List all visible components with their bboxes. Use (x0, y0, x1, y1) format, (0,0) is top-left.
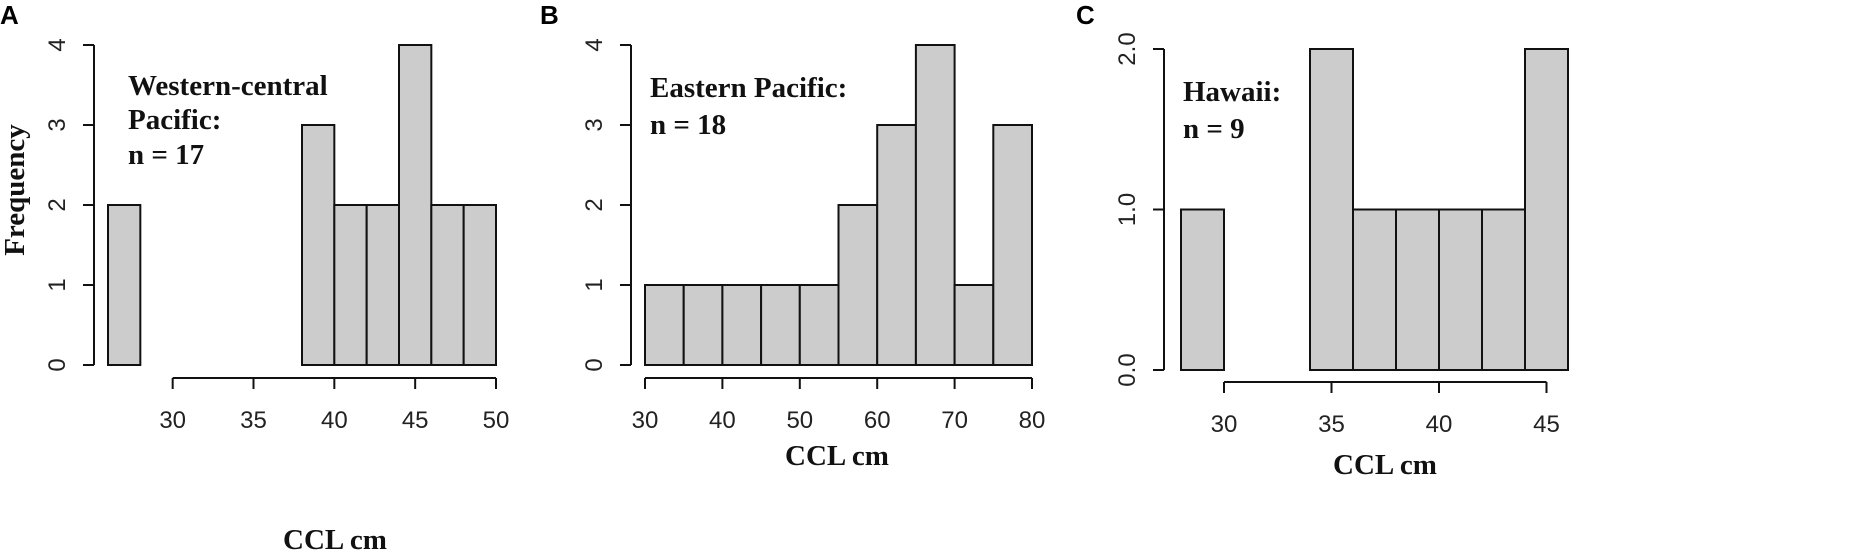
y-tick-label: 0.0 (1114, 353, 1141, 386)
bar (365, 204, 400, 366)
bar (1524, 48, 1569, 371)
bar (1352, 208, 1397, 371)
bar (107, 204, 142, 366)
bar (1395, 208, 1440, 371)
x-tick-label: 40 (1426, 411, 1453, 438)
annotation-c: Hawaii: n = 9 (1183, 76, 1281, 145)
y-tick-label: 1 (581, 278, 608, 291)
bar (682, 284, 724, 366)
annotation-c-line-1: Hawaii: (1183, 76, 1281, 108)
bar (644, 284, 685, 366)
bar (721, 284, 763, 366)
y-axis-title-a: Frequency (0, 124, 31, 256)
x-tick-label: 35 (240, 407, 267, 434)
bar (301, 124, 336, 366)
panel-b: B CCL cm Eastern Pacific: n = 18 30 40 50 6… (540, 0, 1045, 472)
x-tick-label: 45 (402, 407, 429, 434)
y-tick-label: 4 (44, 38, 71, 51)
y-axis-a: 0 1 2 3 4 (44, 38, 95, 372)
y-axis-c: 0.0 1.0 2.0 (1114, 32, 1165, 387)
bar (1481, 208, 1526, 371)
bars-b (644, 44, 1033, 366)
y-tick-label: 2 (44, 198, 71, 211)
x-tick-label: 50 (786, 407, 813, 434)
annotation-c-line-2: n = 9 (1183, 113, 1245, 145)
bars-c (1180, 48, 1569, 371)
bar (798, 284, 840, 366)
y-tick-label: 2 (581, 198, 608, 211)
x-tick-label: 30 (159, 407, 186, 434)
panel-c: C CCL cm Hawaii: n = 9 30 35 40 45 0.0 1.0 2.0 (1076, 0, 1569, 481)
annotation-b-line-2: n = 18 (650, 109, 726, 141)
bar (333, 204, 368, 366)
bar (876, 124, 917, 366)
panel-letter-c: C (1076, 0, 1095, 30)
annotation-a-line-2: Pacific: (128, 104, 221, 136)
x-axis-a: 30 35 40 45 50 (159, 377, 510, 434)
y-tick-label: 1 (44, 278, 71, 291)
panel-letter-b: B (540, 0, 559, 30)
x-axis-b: 30 40 50 60 70 80 (632, 377, 1046, 434)
x-tick-label: 60 (864, 407, 891, 434)
x-tick-label: 70 (941, 407, 968, 434)
y-tick-label: 3 (581, 118, 608, 131)
bar (430, 204, 465, 366)
y-tick-label: 0 (44, 358, 71, 371)
bar (1180, 208, 1225, 371)
x-tick-label: 35 (1318, 411, 1345, 438)
annotation-a-line-1: Western-central (128, 70, 328, 102)
bar (914, 44, 956, 366)
annotation-a-line-3: n = 17 (128, 139, 204, 171)
bar (1309, 48, 1354, 371)
x-axis-c: 30 35 40 45 (1211, 381, 1560, 438)
panel-letter-a: A (0, 0, 19, 30)
bar (837, 204, 879, 366)
x-tick-label: 40 (709, 407, 736, 434)
bar (992, 124, 1033, 366)
x-tick-label: 45 (1533, 411, 1560, 438)
y-axis-b: 0 1 2 3 4 (581, 38, 632, 372)
bar (462, 204, 497, 366)
bar (1438, 208, 1483, 371)
x-axis-title-b: CCL cm (785, 440, 889, 472)
x-tick-label: 30 (632, 407, 659, 434)
panel-a: A Frequency CCL cm Western-central Pacif… (0, 0, 509, 556)
y-tick-label: 4 (581, 38, 608, 51)
x-tick-label: 30 (1211, 411, 1238, 438)
bar (398, 44, 433, 366)
x-axis-title-a: CCL cm (283, 524, 387, 556)
bar (760, 284, 801, 366)
annotation-b: Eastern Pacific: n = 18 (650, 72, 847, 141)
y-tick-label: 2.0 (1114, 32, 1141, 65)
y-tick-label: 1.0 (1114, 193, 1141, 226)
y-tick-label: 0 (581, 358, 608, 371)
x-axis-title-c: CCL cm (1333, 449, 1437, 481)
x-tick-label: 80 (1019, 407, 1046, 434)
bar (953, 284, 995, 366)
annotation-b-line-1: Eastern Pacific: (650, 72, 847, 104)
y-tick-label: 3 (44, 118, 71, 131)
bars-a (107, 44, 497, 366)
x-tick-label: 50 (483, 407, 510, 434)
annotation-a: Western-central Pacific: n = 17 (128, 70, 328, 171)
x-tick-label: 40 (321, 407, 348, 434)
